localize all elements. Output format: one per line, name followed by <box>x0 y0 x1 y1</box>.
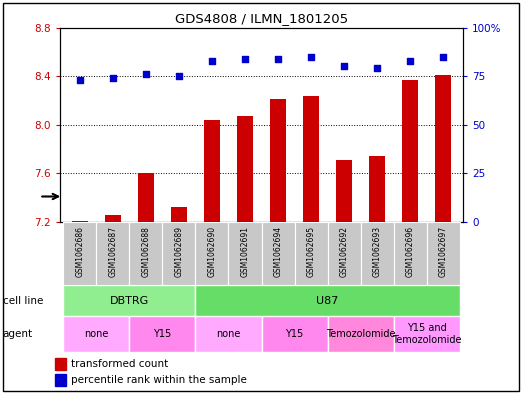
FancyBboxPatch shape <box>196 285 460 316</box>
FancyBboxPatch shape <box>229 222 262 285</box>
Text: none: none <box>217 329 241 339</box>
Text: Y15: Y15 <box>153 329 172 339</box>
Text: Temozolomide: Temozolomide <box>326 329 395 339</box>
FancyBboxPatch shape <box>262 316 327 352</box>
Bar <box>204 120 220 222</box>
FancyBboxPatch shape <box>262 222 294 285</box>
FancyBboxPatch shape <box>63 316 130 352</box>
Text: U87: U87 <box>316 296 339 306</box>
Bar <box>303 95 319 222</box>
Text: Y15 and
Temozolomide: Y15 and Temozolomide <box>392 323 461 345</box>
Bar <box>435 75 451 222</box>
FancyBboxPatch shape <box>130 222 163 285</box>
Point <box>109 75 117 81</box>
Text: transformed count: transformed count <box>71 359 168 369</box>
Bar <box>402 80 418 222</box>
Point <box>406 57 414 64</box>
Text: GSM1062690: GSM1062690 <box>208 226 217 277</box>
Point <box>307 53 315 60</box>
FancyBboxPatch shape <box>196 222 229 285</box>
FancyBboxPatch shape <box>360 222 393 285</box>
FancyBboxPatch shape <box>327 222 360 285</box>
Bar <box>54 358 66 369</box>
FancyBboxPatch shape <box>327 316 393 352</box>
FancyBboxPatch shape <box>196 316 262 352</box>
Point <box>76 77 84 83</box>
Text: GSM1062694: GSM1062694 <box>274 226 282 277</box>
Point <box>340 63 348 70</box>
Point <box>208 57 216 64</box>
Text: percentile rank within the sample: percentile rank within the sample <box>71 375 247 385</box>
Bar <box>336 160 353 222</box>
FancyBboxPatch shape <box>393 316 460 352</box>
Text: agent: agent <box>3 329 33 339</box>
Text: GSM1062688: GSM1062688 <box>141 226 151 277</box>
FancyBboxPatch shape <box>63 285 196 316</box>
Text: Y15: Y15 <box>286 329 304 339</box>
Point <box>142 71 150 77</box>
Text: GSM1062697: GSM1062697 <box>439 226 448 277</box>
Text: GSM1062691: GSM1062691 <box>241 226 249 277</box>
FancyBboxPatch shape <box>130 316 196 352</box>
Text: none: none <box>84 329 109 339</box>
Bar <box>54 374 66 386</box>
Text: GSM1062692: GSM1062692 <box>339 226 348 277</box>
FancyBboxPatch shape <box>294 222 327 285</box>
Text: GSM1062687: GSM1062687 <box>108 226 118 277</box>
FancyBboxPatch shape <box>163 222 196 285</box>
Title: GDS4808 / ILMN_1801205: GDS4808 / ILMN_1801205 <box>175 12 348 25</box>
Point <box>439 53 447 60</box>
FancyBboxPatch shape <box>427 222 460 285</box>
Text: GSM1062696: GSM1062696 <box>405 226 415 277</box>
Bar <box>138 173 154 222</box>
Text: GSM1062686: GSM1062686 <box>75 226 84 277</box>
Bar <box>105 215 121 222</box>
Bar <box>237 116 253 222</box>
Point <box>274 55 282 62</box>
Bar <box>270 99 286 222</box>
Text: GSM1062693: GSM1062693 <box>372 226 382 277</box>
Bar <box>170 208 187 222</box>
Text: GSM1062695: GSM1062695 <box>306 226 315 277</box>
FancyBboxPatch shape <box>393 222 427 285</box>
FancyBboxPatch shape <box>96 222 130 285</box>
Text: cell line: cell line <box>3 296 43 306</box>
Point <box>175 73 183 79</box>
Bar <box>369 156 385 222</box>
Point <box>373 65 381 72</box>
Point <box>241 55 249 62</box>
Text: GSM1062689: GSM1062689 <box>175 226 184 277</box>
FancyBboxPatch shape <box>63 222 96 285</box>
Text: DBTRG: DBTRG <box>110 296 149 306</box>
Bar <box>72 221 88 222</box>
